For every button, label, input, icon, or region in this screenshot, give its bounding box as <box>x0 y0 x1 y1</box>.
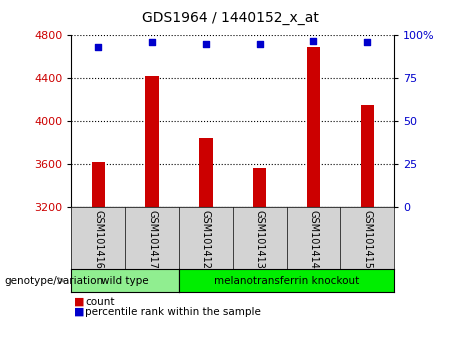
Point <box>95 45 102 50</box>
Text: ■: ■ <box>74 297 84 307</box>
Text: melanotransferrin knockout: melanotransferrin knockout <box>214 275 359 286</box>
Text: percentile rank within the sample: percentile rank within the sample <box>85 307 261 316</box>
Point <box>202 41 210 47</box>
Bar <box>307 47 320 207</box>
Bar <box>145 76 159 207</box>
Point <box>310 38 317 44</box>
Text: GSM101416: GSM101416 <box>93 210 103 269</box>
Text: wild type: wild type <box>101 275 149 286</box>
Text: GSM101415: GSM101415 <box>362 210 372 269</box>
Text: count: count <box>85 297 115 307</box>
Point <box>148 39 156 45</box>
Text: GSM101417: GSM101417 <box>147 210 157 269</box>
Text: GSM101412: GSM101412 <box>201 210 211 269</box>
Text: GDS1964 / 1440152_x_at: GDS1964 / 1440152_x_at <box>142 11 319 25</box>
Point <box>256 41 263 47</box>
Text: GSM101413: GSM101413 <box>254 210 265 269</box>
Bar <box>253 169 266 207</box>
Text: ■: ■ <box>74 307 84 316</box>
Bar <box>199 138 213 207</box>
Bar <box>92 162 105 207</box>
Text: genotype/variation: genotype/variation <box>5 275 104 286</box>
Text: GSM101414: GSM101414 <box>308 210 319 269</box>
Bar <box>361 105 374 207</box>
Point <box>364 39 371 45</box>
